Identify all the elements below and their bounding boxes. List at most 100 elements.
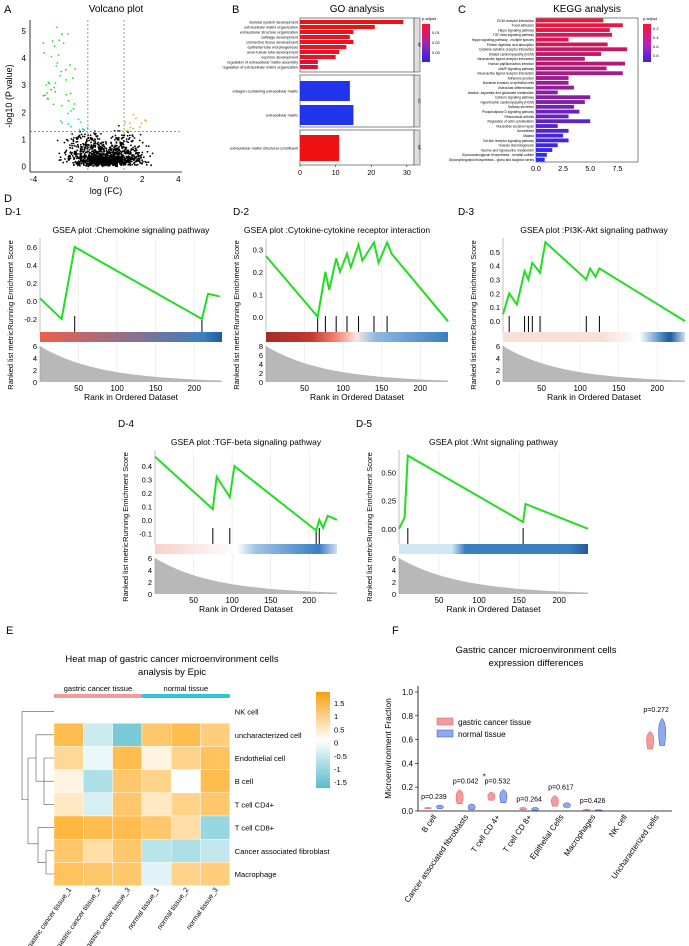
go-category-label: extracellular structure organization [240, 31, 298, 35]
violin-x-label: Cancer associated fibroblasts [403, 813, 471, 904]
kegg-category-label: Protein digestion and absorption [487, 43, 534, 47]
volcano-point [94, 153, 97, 156]
violin-x-label: B cell [420, 813, 439, 834]
volcano-point [75, 136, 78, 139]
kegg-legend-tick: 0.8 [653, 53, 659, 58]
volcano-point [71, 133, 74, 135]
volcano-point [101, 162, 103, 165]
go-title: GO analysis [330, 4, 384, 15]
volcano-point [73, 152, 76, 155]
volcano-point [128, 160, 131, 163]
violin-shape [487, 791, 496, 801]
heatmap-cell [53, 815, 84, 840]
violin-shape [563, 802, 571, 808]
kegg-x-tick: 7.5 [613, 166, 623, 173]
volcano-point [115, 136, 117, 139]
gsea-metric-tick: 6 [148, 554, 152, 563]
volcano-point [55, 26, 58, 29]
heatmap-legend-tick: -1.5 [334, 778, 347, 787]
volcano-point [94, 140, 96, 143]
gsea-y-tick: 0.1 [490, 303, 500, 312]
volcano-point [138, 157, 141, 160]
dendro-branch [37, 827, 54, 863]
dendro-branch [27, 757, 38, 845]
gsea-metric-tick: 0 [33, 378, 37, 387]
heatmap-cell [170, 769, 201, 793]
heatmap-cell [112, 792, 143, 817]
volcano-point [103, 156, 106, 159]
heatmap-row-label: NK cell [235, 708, 259, 717]
volcano-point [62, 161, 65, 164]
gsea-metric-tick: 6 [392, 554, 396, 563]
go-bar [300, 40, 354, 44]
gsea-rank-colorbar [503, 332, 685, 342]
volcano-point [54, 90, 57, 93]
volcano-point [48, 82, 51, 85]
volcano-point [141, 141, 144, 144]
volcano-point [145, 120, 148, 123]
volcano-point [93, 157, 95, 160]
kegg-title: KEGG analysis [553, 4, 621, 15]
volcano-point [72, 156, 75, 159]
kegg-category-label: Glycosphingolipid biosynthesis - globo a… [449, 158, 535, 162]
heatmap-cell [53, 862, 84, 886]
volcano-point [107, 152, 109, 155]
volcano-point [105, 154, 108, 157]
heatmap-col-label: normal tissue_2 [156, 887, 190, 932]
gsea-x-tick: 150 [149, 384, 163, 393]
panel-label-d: D [4, 193, 12, 205]
gsea-metric-label: Ranked list metric [365, 542, 374, 602]
gsea-y-tick: 0.1 [142, 502, 152, 511]
volcano-point [47, 98, 50, 100]
panel-label-e: E [6, 625, 13, 637]
kegg-plot-box [535, 17, 639, 163]
kegg-legend-tick: 0.6 [653, 44, 659, 49]
volcano-point [81, 135, 84, 138]
volcano-x-tick: 0 [104, 175, 109, 184]
volcano-point [98, 155, 100, 157]
gsea-y-tick: 0.0 [490, 317, 500, 326]
kegg-bar [536, 152, 547, 157]
volcano-point [94, 142, 97, 145]
gsea-y-tick: 0.3 [253, 245, 263, 254]
volcano-point [88, 148, 91, 151]
volcano-point [73, 144, 76, 147]
volcano-point [67, 33, 69, 35]
gsea-metric-tick: 2 [259, 369, 263, 378]
heatmap-cell [83, 839, 113, 863]
heatmap-group-label: gastric cancer tissue [64, 684, 132, 693]
volcano-point [75, 141, 78, 143]
heatmap-group-bar-cancer [54, 694, 142, 698]
violin-pvalue: p=0.272 [643, 707, 669, 714]
volcano-point [111, 148, 113, 150]
kegg-bar [536, 133, 564, 138]
volcano-point [56, 62, 59, 64]
volcano-point [102, 152, 105, 155]
gsea-x-tick: 150 [375, 384, 389, 393]
volcano-point [78, 128, 81, 131]
heatmap-cell [112, 699, 143, 724]
volcano-point [142, 160, 144, 163]
volcano-y-tick: 5 [22, 27, 27, 36]
volcano-y-tick: 4 [22, 54, 27, 63]
gsea-sublabel: D-3 [458, 207, 475, 218]
volcano-point [104, 141, 107, 143]
gsea-x-tick: 50 [74, 384, 83, 393]
volcano-point [119, 156, 122, 159]
volcano-point [138, 151, 141, 154]
volcano-point [79, 143, 82, 146]
go-category-label: extracellular matrix structural constitu… [230, 147, 299, 151]
volcano-point [94, 149, 96, 151]
volcano-point [56, 139, 59, 142]
heatmap-legend-tick: 1.5 [334, 699, 344, 708]
volcano-point [115, 142, 118, 144]
heatmap-cell [170, 839, 201, 863]
volcano-point [51, 40, 54, 42]
kegg-category-label: Hippo signaling pathway - multiple speci… [472, 38, 534, 42]
volcano-point [85, 163, 88, 166]
volcano-point [79, 158, 82, 161]
volcano-point [65, 79, 68, 81]
volcano-point [130, 158, 133, 161]
kegg-bar [536, 52, 602, 56]
volcano-point [84, 146, 86, 149]
